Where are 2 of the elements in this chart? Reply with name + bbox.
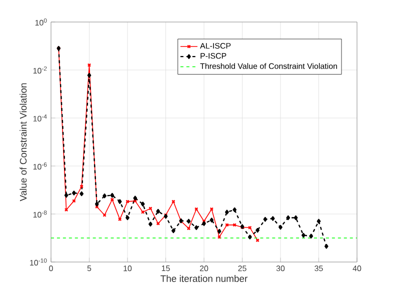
y-axis-title: Value of Constraint Violation — [20, 83, 27, 202]
x-axis-title: The iteration number — [160, 275, 248, 282]
